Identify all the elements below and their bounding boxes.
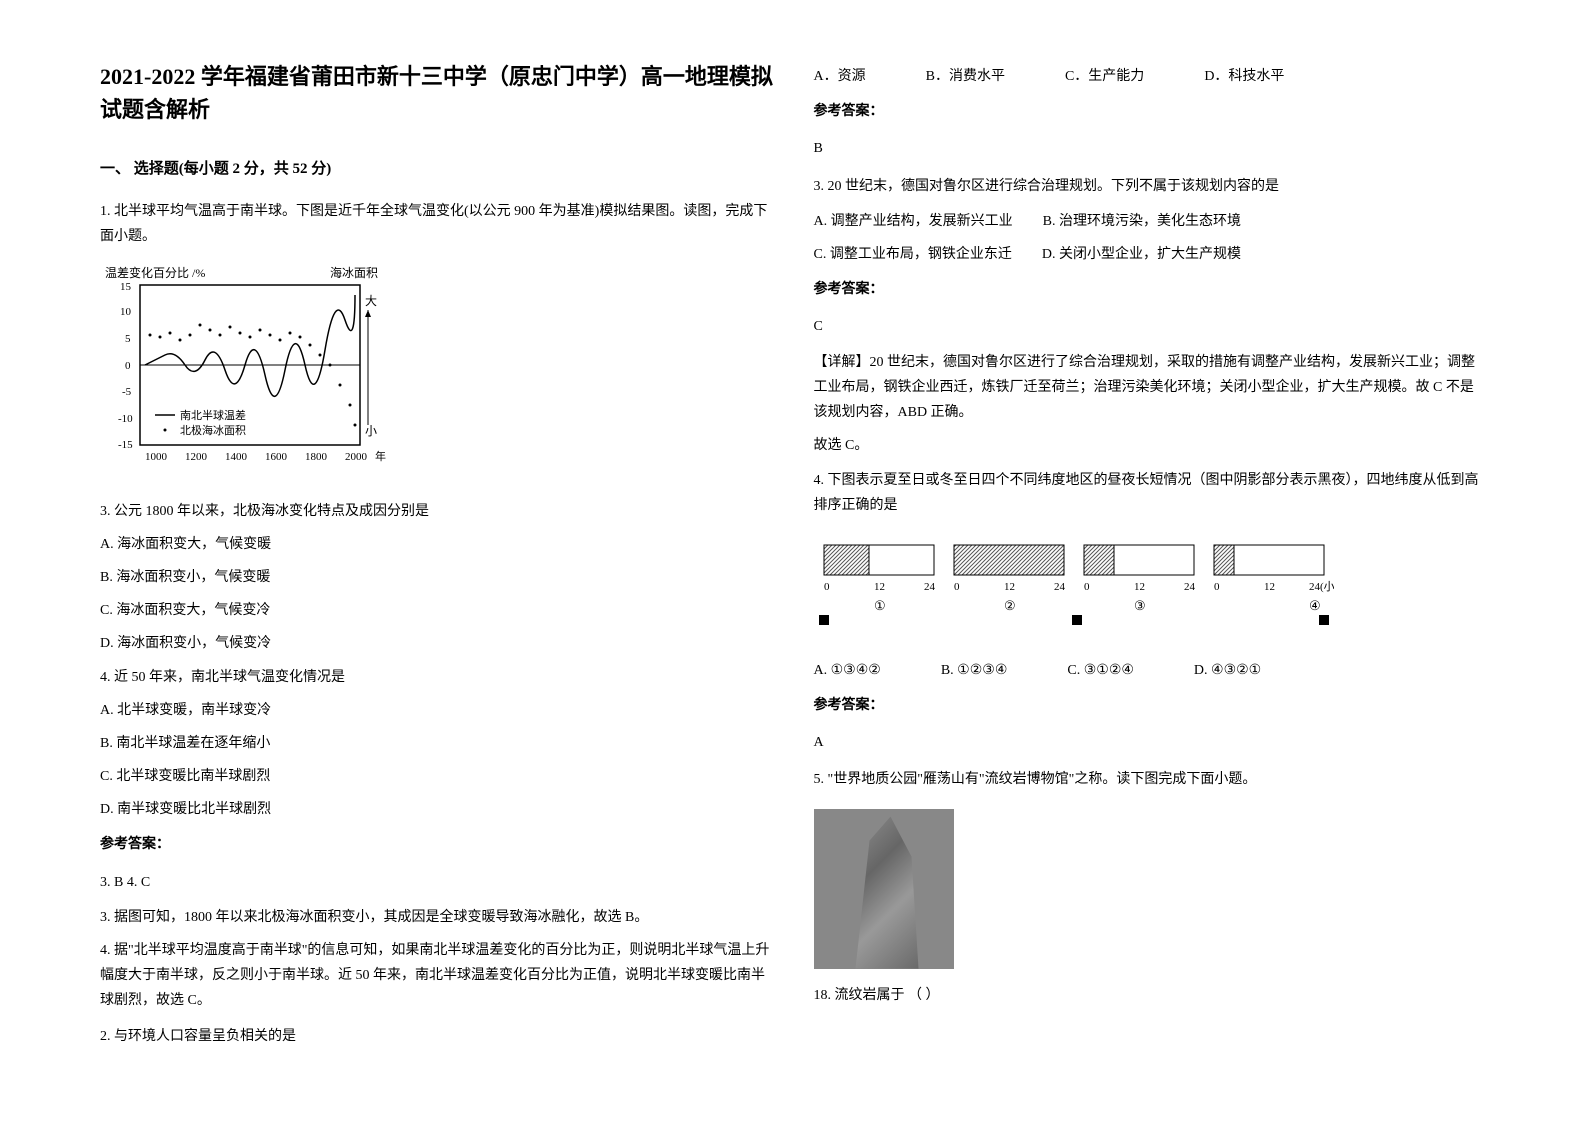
q4-answer-label: 参考答案： <box>814 693 1488 718</box>
q2-answer-label: 参考答案： <box>814 99 1488 124</box>
right-column: A．资源 B．消费水平 C．生产能力 D．科技水平 参考答案： B 3. 20 … <box>814 60 1488 1062</box>
legend1: 南北半球温差 <box>180 408 246 422</box>
bar4-label: ④ <box>1309 598 1321 613</box>
q3-row2: C. 调整工业布局，钢铁企业东迁 D. 关闭小型企业，扩大生产规模 <box>814 242 1488 267</box>
q1-chart: 温差变化百分比 /% 海冰面积 15 10 5 0 -5 -10 -15 100… <box>100 265 774 484</box>
q4-optA: A. ①③④② <box>814 658 881 683</box>
q1-sub3-optB: B. 海冰面积变小，气候变暖 <box>100 565 774 590</box>
q5-intro: 5. "世界地质公园"雁荡山有"流纹岩博物馆"之称。读下图完成下面小题。 <box>814 767 1488 792</box>
xtick: 1400 <box>225 451 248 463</box>
q2-answer: B <box>814 136 1488 161</box>
bar1-label: ① <box>874 598 886 613</box>
q4-answer: A <box>814 730 1488 755</box>
q4-intro: 4. 下图表示夏至日或冬至日四个不同纬度地区的昼夜长短情况（图中阴影部分表示黑夜… <box>814 468 1488 518</box>
q1-intro: 1. 北半球平均气温高于南半球。下图是近千年全球气温变化(以公元 900 年为基… <box>100 199 774 249</box>
q3-answer: C <box>814 314 1488 339</box>
q2-intro: 2. 与环境人口容量呈负相关的是 <box>100 1024 774 1049</box>
xlabel: 年 <box>375 449 386 463</box>
q3-optB: B. 治理环境污染，美化生态环境 <box>1043 209 1241 234</box>
ytick: 0 <box>125 360 131 372</box>
xtick: 1600 <box>265 451 288 463</box>
xtick: 1800 <box>305 451 328 463</box>
q4-options: A. ①③④② B. ①②③④ C. ③①②④ D. ④③②① <box>814 658 1488 683</box>
q1-sub3: 3. 公元 1800 年以来，北极海冰变化特点及成因分别是 <box>100 499 774 524</box>
bar2-t12: 12 <box>1004 581 1015 593</box>
bar4-day <box>1234 545 1324 575</box>
chart-ylabel: 温差变化百分比 /% <box>105 265 205 280</box>
bar3-day <box>1114 545 1194 575</box>
legend-dot <box>164 429 167 432</box>
q1-answer-label: 参考答案： <box>100 832 774 857</box>
q1-sub3-optD: D. 海冰面积变小，气候变冷 <box>100 631 774 656</box>
xtick: 1200 <box>185 451 208 463</box>
bar4-t0: 0 <box>1214 581 1220 593</box>
q3-optA: A. 调整产业结构，发展新兴工业 <box>814 209 1013 234</box>
xtick: 1000 <box>145 451 168 463</box>
ytick: 15 <box>120 281 132 293</box>
ytick: -10 <box>118 413 133 425</box>
q1-sub3-optC: C. 海冰面积变大，气候变冷 <box>100 598 774 623</box>
bar2-t24: 24 <box>1054 581 1066 593</box>
q2-optC: C．生产能力 <box>1065 64 1144 89</box>
q2-optB: B．消费水平 <box>926 64 1005 89</box>
exam-title: 2021-2022 学年福建省莆田市新十三中学（原忠门中学）高一地理模拟试题含解… <box>100 60 774 126</box>
q1-exp4: 4. 据"北半球平均温度高于南半球"的信息可知，如果南北半球温差变化的百分比为正… <box>100 938 774 1014</box>
temp-diff-line <box>145 295 355 396</box>
bar3-t0: 0 <box>1084 581 1090 593</box>
q4-chart: 0 12 24 ① 0 12 24 ② 0 12 24 ③ <box>814 535 1488 644</box>
bar2-label: ② <box>1004 598 1016 613</box>
bar2-dot <box>1072 615 1082 625</box>
ytick: -15 <box>118 439 133 451</box>
q2-optA: A．资源 <box>814 64 866 89</box>
chart-y2label: 海冰面积 <box>330 265 378 280</box>
left-column: 2021-2022 学年福建省莆田市新十三中学（原忠门中学）高一地理模拟试题含解… <box>100 60 774 1062</box>
section-1-header: 一、 选择题(每小题 2 分，共 52 分) <box>100 156 774 183</box>
bar2-shade <box>954 545 1064 575</box>
q1-answers: 3. B 4. C <box>100 870 774 895</box>
legend2: 北极海冰面积 <box>180 423 246 437</box>
q1-sub4: 4. 近 50 年来，南北半球气温变化情况是 <box>100 665 774 690</box>
y2-arrowhead <box>365 310 371 317</box>
q2-options: A．资源 B．消费水平 C．生产能力 D．科技水平 <box>814 64 1488 89</box>
q1-sub3-optA: A. 海冰面积变大，气候变暖 <box>100 532 774 557</box>
q3-intro: 3. 20 世纪末，德国对鲁尔区进行综合治理规划。下列不属于该规划内容的是 <box>814 174 1488 199</box>
q5-sub18: 18. 流纹岩属于 （ ） <box>814 983 1488 1008</box>
bar1-t0: 0 <box>824 581 830 593</box>
bar4-t12: 12 <box>1264 581 1275 593</box>
q3-answer-label: 参考答案： <box>814 277 1488 302</box>
bar1-day <box>869 545 934 575</box>
q1-sub4-optD: D. 南半球变暖比北半球剧烈 <box>100 797 774 822</box>
q3-optD: D. 关闭小型企业，扩大生产规模 <box>1042 242 1241 267</box>
bar3-t24: 24 <box>1184 581 1196 593</box>
ytick: -5 <box>122 386 132 398</box>
y2-top: 大 <box>365 294 377 308</box>
bar1-t24: 24 <box>924 581 936 593</box>
y2-bottom: 小 <box>365 424 377 438</box>
q4-optB: B. ①②③④ <box>941 658 1008 683</box>
bar1-dot <box>819 615 829 625</box>
q1-sub4-optA: A. 北半球变暖，南半球变冷 <box>100 698 774 723</box>
ytick: 10 <box>120 306 132 318</box>
bar1-t12: 12 <box>874 581 885 593</box>
q3-exp: 【详解】20 世纪末，德国对鲁尔区进行了综合治理规划，采取的措施有调整产业结构，… <box>814 350 1488 426</box>
bar4-dot <box>1319 615 1329 625</box>
q1-exp3: 3. 据图可知，1800 年以来北极海冰面积变小，其成因是全球变暖导致海冰融化，… <box>100 905 774 930</box>
bar4-t24: 24(小时) <box>1309 580 1334 593</box>
q3-row1: A. 调整产业结构，发展新兴工业 B. 治理环境污染，美化生态环境 <box>814 209 1488 234</box>
q5-photo <box>814 809 954 969</box>
bar2-t0: 0 <box>954 581 960 593</box>
q3-optC: C. 调整工业布局，钢铁企业东迁 <box>814 242 1012 267</box>
q4-optC: C. ③①②④ <box>1067 658 1134 683</box>
bar3-label: ③ <box>1134 598 1146 613</box>
q3-exp2: 故选 C。 <box>814 433 1488 458</box>
xtick: 2000 <box>345 451 368 463</box>
ytick: 5 <box>125 333 131 345</box>
q1-sub4-optC: C. 北半球变暖比南半球剧烈 <box>100 764 774 789</box>
q4-optD: D. ④③②① <box>1194 658 1261 683</box>
q2-optD: D．科技水平 <box>1204 64 1284 89</box>
exam-page: 2021-2022 学年福建省莆田市新十三中学（原忠门中学）高一地理模拟试题含解… <box>0 0 1587 1122</box>
bar3-t12: 12 <box>1134 581 1145 593</box>
q1-sub4-optB: B. 南北半球温差在逐年缩小 <box>100 731 774 756</box>
